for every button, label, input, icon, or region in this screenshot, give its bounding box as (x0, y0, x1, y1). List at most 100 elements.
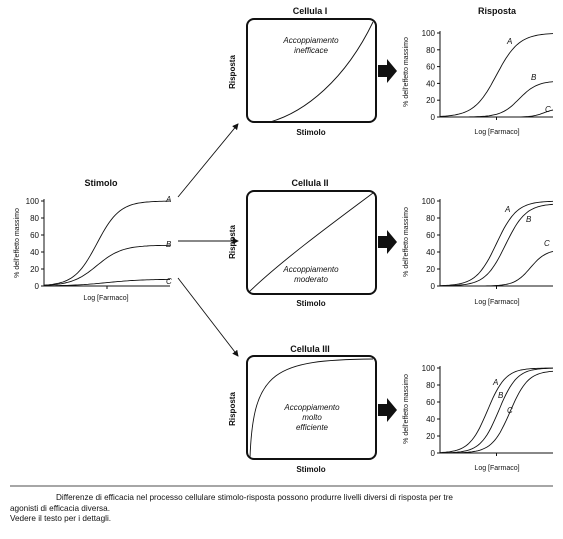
curve-c (44, 278, 170, 287)
cell-2-ylabel: Risposta (228, 225, 237, 259)
curve-label-b: B (526, 215, 532, 224)
cell-3-text-3: efficiente (296, 423, 329, 432)
y-tick-label: 20 (426, 432, 435, 441)
response-panel-3-xlabel: Log [Farmaco] (474, 465, 519, 472)
plot-axes (43, 199, 170, 287)
y-tick-label: 40 (426, 248, 435, 257)
cell-1-text-2: inefficace (294, 46, 328, 55)
y-tick-label: 40 (30, 248, 39, 257)
y-tick-label: 60 (30, 231, 39, 240)
y-tick-label: 100 (422, 29, 436, 38)
y-tick-label: 80 (426, 214, 435, 223)
cell-1: Cellula I Accoppiamento inefficace Rispo… (228, 6, 397, 137)
cell-2-output-arrow (378, 230, 397, 254)
response-panel-3-ylabel: % dell'effetto massimo (403, 374, 410, 444)
curve-label-c: C (544, 239, 550, 248)
arrow-to-cell-3 (177, 277, 239, 357)
response-panel-2-xlabel: Log [Farmaco] (474, 299, 519, 306)
cell-2-box (246, 190, 377, 295)
curve-b (439, 367, 554, 454)
y-tick-label: 20 (426, 265, 435, 274)
cell-2-curve (248, 192, 374, 293)
curve-label-a: A (492, 378, 498, 387)
cell-3-title: Cellula III (290, 344, 330, 354)
curve-c (440, 250, 554, 287)
curve-label-b: B (498, 391, 504, 400)
stimulus-plot: 0 20 40 60 80 100 A B C (26, 195, 172, 291)
y-tick-label: 20 (426, 96, 435, 105)
cell-3-xlabel: Stimolo (296, 465, 325, 474)
cell-3-output-arrow (378, 398, 397, 422)
response-panel-1-xlabel: Log [Farmaco] (474, 129, 519, 136)
curve-label-b: B (531, 73, 537, 82)
cell-2-text-1: Accoppiamento (282, 265, 339, 274)
y-tick-label: 0 (35, 282, 40, 291)
curve-label-c: C (545, 105, 551, 114)
figure-caption: Differenze di efficacia nel processo cel… (10, 493, 555, 525)
curve-label-b: B (166, 240, 172, 249)
cell-2-title: Cellula II (291, 178, 328, 188)
caption-line-3: Vedere il testo per i dettagli. (10, 514, 112, 523)
cell-3-curve (249, 358, 374, 459)
response-panel-3: % dell'effetto massimo Log [Farmaco] 0 20… (403, 364, 554, 472)
stimulus-panel-ylabel: % dell'effetto massimo (14, 208, 21, 278)
cell-3-text-2: molto (302, 413, 322, 422)
response-panel-2: % dell'effetto massimo Log [Farmaco] 0 20… (403, 197, 554, 306)
curve-a (439, 33, 554, 117)
y-tick-label: 100 (26, 197, 40, 206)
curve-label-c: C (166, 277, 172, 286)
cell-2-text-2: moderato (294, 275, 328, 284)
y-tick-label: 80 (30, 214, 39, 223)
y-tick-label: 40 (426, 415, 435, 424)
y-tick-label: 80 (426, 46, 435, 55)
cell-3-ylabel: Risposta (228, 392, 237, 426)
response-plot-3: 0 20 40 60 80 100 ABC (422, 364, 554, 458)
cell-2: Cellula II Accoppiamento moderato Rispos… (228, 178, 397, 308)
y-tick-label: 0 (431, 282, 436, 291)
y-tick-label: 100 (422, 197, 436, 206)
curve-a (43, 200, 171, 286)
curve-label-a: A (504, 205, 510, 214)
curve-a (439, 200, 554, 287)
response-panel-title: Risposta (478, 6, 517, 16)
y-tick-label: 0 (431, 113, 436, 122)
response-plot-2: 0 20 40 60 80 100 A B C (422, 197, 554, 291)
caption-line-2: agonisti di efficacia diversa. (10, 503, 110, 513)
curve-b (439, 203, 554, 287)
y-tick-label: 60 (426, 63, 435, 72)
cell-3-text-1: Accoppiamento (283, 403, 340, 412)
response-panel-1: % dell'effetto massimo Log [Farmaco] 0 20… (403, 29, 554, 136)
response-panel-1-ylabel: % dell'effetto massimo (403, 37, 410, 107)
cell-1-xlabel: Stimolo (296, 128, 325, 137)
y-tick-label: 40 (426, 79, 435, 88)
caption-line-1: Differenze di efficacia nel processo cel… (56, 493, 453, 502)
stimulus-panel-title: Stimolo (85, 178, 119, 188)
response-plot-1: 0 20 40 60 80 100 A B C (422, 29, 554, 122)
y-tick-label: 60 (426, 398, 435, 407)
cell-3-box (246, 355, 377, 460)
curve-label-a: A (165, 195, 171, 204)
y-tick-label: 20 (30, 265, 39, 274)
curve-b (440, 81, 554, 118)
cell-2-xlabel: Stimolo (296, 299, 325, 308)
cell-1-ylabel: Risposta (228, 55, 237, 89)
cell-3: Cellula III Accoppiamento molto efficien… (228, 344, 397, 474)
y-tick-label: 100 (422, 364, 436, 373)
curve-label-a: A (506, 37, 512, 46)
y-tick-label: 60 (426, 231, 435, 240)
cell-1-curve (269, 21, 374, 123)
stimulus-panel-xlabel: Log [Farmaco] (83, 295, 128, 302)
cell-1-title: Cellula I (293, 6, 328, 16)
stimulus-panel: Stimolo % dell'effetto massimo Log [Farm… (14, 178, 172, 302)
cell-1-output-arrow (378, 59, 397, 83)
cell-1-box (246, 18, 377, 123)
curve-c (440, 370, 554, 454)
curve-label-c: C (507, 406, 513, 415)
curve-a (439, 367, 553, 454)
y-tick-label: 0 (431, 449, 436, 458)
cell-1-text-1: Accoppiamento (282, 36, 339, 45)
curve-c (440, 109, 554, 118)
curve-b (43, 244, 170, 286)
arrow-to-cell-1 (177, 123, 239, 198)
